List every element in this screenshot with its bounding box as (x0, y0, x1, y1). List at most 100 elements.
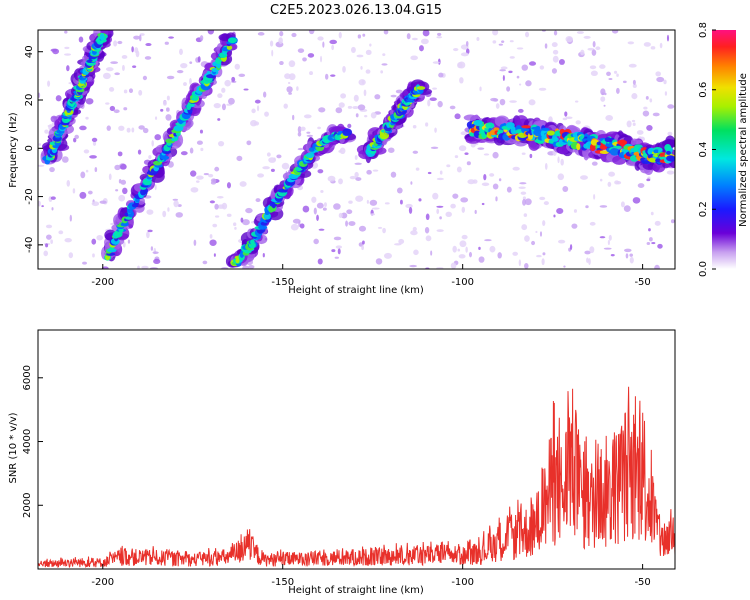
spectrogram-noise-blob (524, 198, 532, 206)
spectrogram-noise-blob (607, 240, 610, 245)
spectrogram-noise-blob (419, 45, 424, 52)
spectrogram-noise-blob (508, 70, 513, 74)
spectrogram-noise-blob (375, 258, 383, 265)
spectrogram-noise-blob (536, 254, 542, 258)
spectrogram-ridge-core (227, 37, 237, 44)
spectrogram-noise-blob (509, 56, 515, 59)
spectrogram-noise-blob (338, 102, 345, 108)
spectrogram-noise-blob (172, 198, 179, 201)
spectrogram-ridge-core (599, 144, 608, 150)
spectrogram-noise-blob (670, 219, 675, 224)
spectrogram-noise-blob (96, 234, 103, 241)
snr-x-ticks: -200 -150 -100 -50 (91, 564, 651, 588)
spectrogram-ridge-core (416, 86, 426, 90)
spectrogram-noise-blob (381, 63, 388, 66)
spectrogram-noise-blob (320, 189, 324, 193)
spectrogram-noise-blob (154, 184, 157, 191)
spectrogram-noise-blob (656, 76, 665, 83)
spectrogram-noise-blob (278, 37, 283, 44)
spectrogram-noise-blob (342, 65, 346, 73)
spectrogram-noise-blob (629, 256, 634, 264)
spectrogram-noise-blob (179, 48, 183, 55)
spectrogram-noise-blob (137, 149, 142, 155)
spectrogram-noise-blob (85, 116, 89, 120)
spectrogram-noise-blob (196, 175, 204, 180)
spectrogram-noise-blob (131, 46, 134, 53)
spectrogram-noise-blob (495, 196, 498, 202)
spectrogram-noise-blob (300, 126, 306, 131)
spectrogram-noise-blob (436, 177, 444, 181)
spectrogram-noise-blob (221, 202, 228, 210)
spectrogram-noise-blob (372, 169, 379, 172)
spectrogram-noise-blob (560, 158, 564, 166)
spectrogram-noise-blob (137, 265, 140, 269)
spectrogram-noise-blob (128, 88, 134, 94)
spectrogram-noise-blob (83, 149, 90, 154)
spectrogram-noise-blob (382, 53, 386, 57)
spectrogram-noise-blob (323, 202, 327, 207)
spectrogram-noise-blob (366, 169, 372, 175)
spectrogram-noise-blob (123, 89, 128, 94)
spectrogram-noise-blob (521, 152, 526, 155)
spectrogram-noise-blob (148, 155, 152, 160)
spectrogram-noise-blob (422, 30, 430, 37)
spectrogram-noise-blob (483, 153, 490, 156)
spectrogram-noise-blob (604, 92, 607, 96)
spectrogram-noise-blob (266, 152, 271, 157)
spectrogram-noise-blob (238, 73, 246, 78)
spectrogram-noise-blob (180, 63, 188, 69)
spectrogram-noise-blob (361, 245, 364, 251)
spectrogram-ridge-core (552, 137, 559, 142)
spectrogram-noise-blob (380, 70, 384, 74)
spectrogram-noise-blob (557, 156, 560, 164)
spectrogram-noise-blob (202, 260, 208, 265)
spectrogram-noise-blob (340, 212, 348, 219)
spectrogram-ridge-core (609, 147, 620, 156)
spectrogram-noise-blob (153, 258, 161, 265)
spectrogram-noise-blob (542, 252, 546, 256)
spectrogram-noise-blob (358, 79, 366, 86)
spectrogram-frame (37, 29, 676, 270)
spectrogram-noise-blob (287, 81, 291, 85)
spectrogram-noise-blob (257, 173, 265, 178)
spectrogram-noise-blob (650, 211, 654, 216)
x-tick-label: -100 (451, 277, 474, 288)
spectrogram-noise-blob (66, 180, 71, 187)
spectrogram-noise-blob (502, 75, 505, 81)
spectrogram-noise-blob (551, 68, 558, 74)
spectrogram-noise-blob (327, 175, 336, 182)
spectrogram-noise-blob (599, 205, 608, 208)
spectrogram-ridge-core (666, 150, 671, 155)
spectrogram-noise-blob (524, 31, 530, 38)
spectrogram-noise-blob (114, 72, 120, 76)
spectrogram-noise-blob (643, 106, 648, 110)
spectrogram-noise-blob (516, 75, 520, 79)
spectrogram-noise-blob (408, 206, 413, 214)
spectrogram-noise-blob (64, 30, 68, 34)
spectrogram-noise-blob (329, 39, 338, 45)
spectrogram-noise-blob (271, 49, 274, 57)
spectrogram-noise-blob (603, 104, 606, 107)
spectrogram-noise-blob (138, 34, 142, 42)
spectrogram-noise-blob (243, 88, 249, 91)
spectrogram-noise-blob (489, 173, 495, 177)
spectrogram-noise-blob (632, 84, 637, 88)
spectrogram-ridge-core (109, 246, 115, 251)
spectrogram-noise-blob (138, 89, 143, 96)
spectrogram-noise-blob (317, 36, 324, 41)
spectrogram-noise-blob (492, 30, 499, 36)
spectrogram-noise-blob (589, 246, 595, 254)
spectrogram-ridge-core (619, 139, 626, 147)
spectrogram-noise-blob (652, 112, 660, 117)
spectrogram-noise-blob (551, 42, 558, 48)
spectrogram-noise-blob (528, 99, 536, 106)
spectrogram-noise-blob (132, 65, 137, 68)
spectrogram-noise-blob (586, 257, 589, 263)
spectrogram-noise-blob (121, 54, 128, 59)
spectrogram-noise-blob (427, 99, 431, 107)
spectrogram-noise-blob (383, 30, 389, 35)
spectrogram-noise-blob (118, 125, 125, 131)
spectrogram-noise-blob (348, 200, 353, 204)
spectrogram-ridge-core (546, 130, 555, 136)
spectrogram-noise-blob (608, 234, 612, 241)
